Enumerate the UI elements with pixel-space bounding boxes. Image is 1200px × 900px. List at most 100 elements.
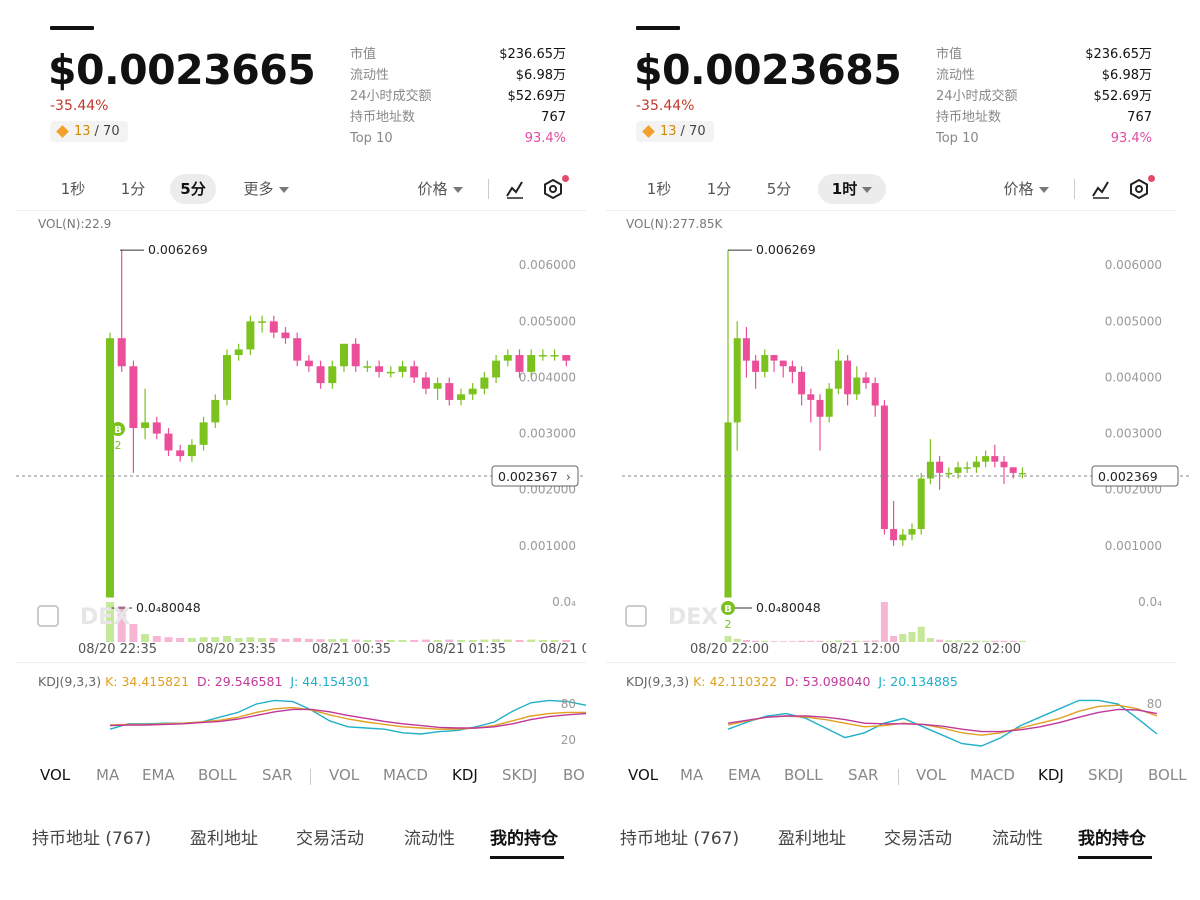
stat-label: 市值 [936,47,963,62]
toolbar-divider [1074,179,1075,199]
volume-bar [890,636,898,642]
bottom-tab-5[interactable]: 我的持仓 [490,829,558,849]
candle-body [281,332,290,339]
candle-body [199,422,208,445]
candle-body [304,360,313,367]
price-toggle[interactable]: 价格 [410,174,470,204]
tab-more[interactable]: 更多 [236,174,296,204]
candle-body [492,360,501,378]
volume-bar [1000,640,1008,642]
top-indicator-bar [50,26,94,30]
indicator-tab-sar[interactable]: SAR [262,766,293,784]
indicator-chart-icon[interactable] [1090,178,1112,200]
indicator-tab-kdj[interactable]: KDJ [1038,766,1064,784]
bottom-tab-4[interactable]: 流动性 [992,829,1043,849]
indicator-tab-boll[interactable]: BOLL [784,766,823,784]
bottom-tab-2[interactable]: 盈利地址 [190,829,258,849]
candle-body [972,461,980,468]
tab-1m[interactable]: 1分 [120,180,146,198]
indicator-tab-skdj[interactable]: SKDJ [502,766,538,784]
indicator-tab-vol[interactable]: VOL [916,766,947,784]
indicator-tab-boll[interactable]: BOLL [198,766,237,784]
indicator-tab-vol[interactable]: VOL [329,766,360,784]
volume-bar [742,640,750,642]
token-stats: 市值 $236.65万 流动性 $6.98万 24小时成交额 $52.69万 持币地址… [350,44,566,149]
score-badge[interactable]: 13 / 70 [50,121,128,142]
indicator-tab-ma[interactable]: MA [96,766,120,784]
buy-marker-label: B [724,604,732,615]
y-tick-label: 0.006000 [519,258,576,272]
stat-value: $52.69万 [1093,89,1153,104]
bottom-tab-2[interactable]: 盈利地址 [778,829,846,849]
volume-bar [963,640,971,642]
tab-1s[interactable]: 1秒 [60,180,86,198]
volume-bar [246,637,255,642]
candlestick-chart[interactable]: VOL(N):277.85K 0.006000 0.005000 0.004000 0.… [606,210,1192,660]
settings-icon[interactable] [542,178,564,200]
volume-bar [550,640,559,642]
stat-value: 93.4% [524,131,566,146]
tab-5m[interactable]: 5分 [766,180,792,198]
volume-bar [991,640,999,642]
kdj-k-value: K: 34.415821 [105,674,190,689]
tab-1h[interactable]: 1时 [818,174,886,204]
x-tick-label: 08/21 12:00 [821,642,901,657]
settings-icon[interactable] [1128,178,1150,200]
candle-body [211,399,220,423]
indicator-tab-boll[interactable]: BOLL [1148,766,1187,784]
volume-bar [468,640,477,642]
volume-bar [752,640,760,642]
candle-body [515,355,524,372]
indicator-tab-kdj[interactable]: KDJ [452,766,478,784]
stat-label: 持币地址数 [936,110,1002,125]
tab-1s[interactable]: 1秒 [646,180,672,198]
kdj-chart: 80 [727,697,1162,747]
indicator-tab-ma[interactable]: MA [680,766,704,784]
score-badge[interactable]: 13 / 70 [636,121,714,142]
bottom-tab-1[interactable]: 持币地址 (767) [620,829,740,849]
vol-label: VOL(N):22.9 [38,217,111,231]
volume-bar [269,638,278,642]
bottom-tab-3[interactable]: 交易活动 [884,829,952,849]
bottom-tab-3[interactable]: 交易活动 [296,829,364,849]
candle-body [316,366,325,384]
score-total: / 70 [94,124,120,139]
indicator-tab-sar[interactable]: SAR [848,766,879,784]
candle-body [880,405,888,530]
indicator-divider [310,769,311,785]
indicator-tab-boll[interactable]: BOLL [563,766,586,784]
candle-body [982,456,990,462]
volume-bar [527,639,536,642]
y-tick-label: 0.004000 [519,370,576,384]
indicator-tab-vol[interactable]: VOL [40,766,71,784]
volume-bar [825,641,833,642]
candle-body [926,461,934,479]
tab-1m[interactable]: 1分 [706,180,732,198]
candle-body [386,371,395,374]
indicator-tab-ema[interactable]: EMA [142,766,175,784]
y-tick-label: 0.003000 [1105,427,1162,441]
volume-bar [908,632,916,642]
volume-bar [106,602,114,642]
indicator-tab-ema[interactable]: EMA [728,766,761,784]
candlestick-chart[interactable]: VOL(N):22.9 0.006000 0.005000 0.004000 0.003… [0,210,586,660]
bottom-tab-5[interactable]: 我的持仓 [1078,829,1146,849]
volume-bar [954,640,962,642]
bottom-tab-4[interactable]: 流动性 [404,829,455,849]
volume-bar [351,639,360,642]
kdj-j-value: J: 20.134885 [878,674,958,689]
stat-label: 市值 [350,47,377,62]
indicator-tab-skdj[interactable]: SKDJ [1088,766,1124,784]
volume-bar [1009,640,1017,642]
indicator-tab-vol[interactable]: VOL [628,766,659,784]
tab-5m[interactable]: 5分 [170,174,216,204]
indicator-tab-macd[interactable]: MACD [970,766,1015,784]
chevron-down-icon [1038,186,1049,193]
volume-bar [304,638,313,642]
indicator-chart-icon[interactable] [504,178,526,200]
volume-bar [562,640,571,642]
indicator-tab-macd[interactable]: MACD [383,766,428,784]
current-price-value: 0.002367 [498,469,558,484]
price-toggle[interactable]: 价格 [996,174,1056,204]
bottom-tab-1[interactable]: 持币地址 (767) [32,829,152,849]
